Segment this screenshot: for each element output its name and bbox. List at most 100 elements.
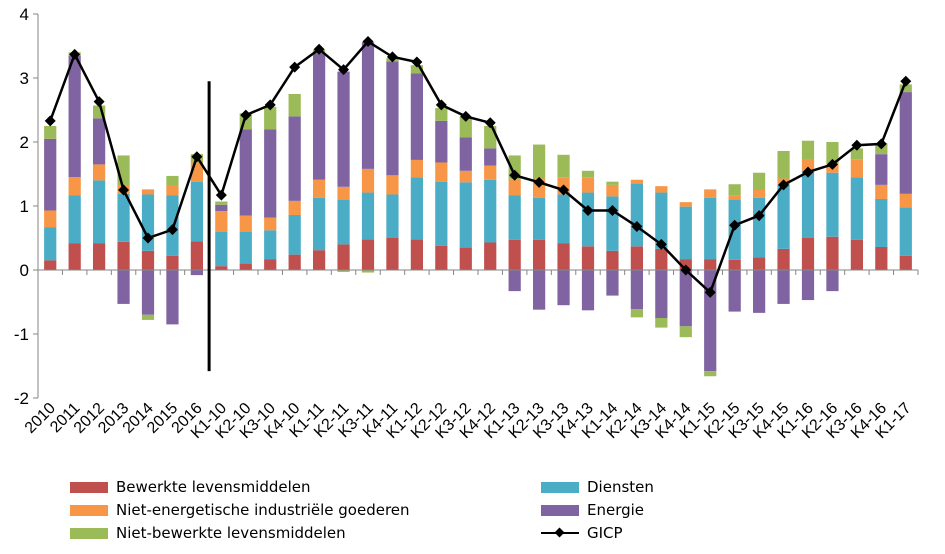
gicp-marker [778, 179, 790, 191]
bar-segment [875, 154, 888, 185]
bar-segment [93, 164, 106, 181]
gicp-marker [313, 43, 325, 55]
bar-segment [386, 238, 399, 270]
y-tick-label: -2 [14, 389, 29, 408]
gicp-marker [215, 189, 227, 201]
bar-segment [777, 270, 790, 304]
gicp-marker [851, 139, 863, 151]
bar-segment [337, 270, 350, 272]
bar-segment [484, 165, 497, 180]
gicp-marker [582, 204, 594, 216]
bar-segment [630, 309, 643, 318]
bar-segment [508, 179, 521, 196]
bar-segment [728, 184, 741, 196]
bar-segment [361, 192, 375, 240]
bar-segment [264, 106, 277, 130]
chart: -2-1012342010201120122013201420152016K1-… [14, 5, 919, 442]
gicp-marker [900, 75, 912, 87]
bar-segment [68, 55, 81, 178]
bar-segment [850, 177, 863, 240]
gicp-marker [631, 220, 643, 232]
bar-segment [801, 159, 815, 171]
bar-segment [630, 179, 643, 184]
legend-label: Niet-energetische industriële goederen [116, 501, 410, 519]
bar-segment [141, 314, 155, 320]
bar-segment [630, 246, 643, 270]
legend-item-niet-energetische: Niet-energetische industriële goederen [70, 501, 410, 519]
gicp-marker [69, 48, 81, 60]
gicp-marker [142, 232, 154, 244]
bar-segment [679, 202, 692, 207]
gicp-marker [655, 238, 667, 250]
bar-segment [337, 199, 350, 245]
bar-segment [826, 270, 839, 292]
legend-swatch [70, 527, 108, 539]
bar-segment [264, 230, 277, 260]
bar-segment [117, 193, 130, 242]
legend-item-niet-bewerkte: Niet-bewerkte levensmiddelen [70, 524, 346, 542]
bar-segment [44, 260, 57, 270]
bar-segment [239, 215, 252, 232]
bar-segment [166, 175, 179, 186]
bar-segment [728, 270, 741, 312]
y-tick-label: 2 [20, 133, 29, 152]
bar-segment [459, 247, 472, 270]
bar-segment [166, 255, 179, 270]
bar-segment [239, 263, 252, 270]
bar-segment [68, 177, 81, 196]
legend-item-energie: Energie [541, 501, 644, 519]
legend-item-bewerkte: Bewerkte levensmiddelen [70, 478, 311, 496]
y-tick-label: 3 [20, 69, 29, 88]
bar-segment [508, 270, 521, 292]
gicp-marker [826, 158, 838, 170]
y-tick-label: 4 [20, 5, 29, 24]
gicp-marker [875, 138, 887, 150]
legend-label: Diensten [587, 478, 654, 496]
bar-segment [361, 239, 375, 270]
bar-segment [435, 162, 448, 182]
bar-segment [288, 116, 301, 201]
bar-segment [850, 148, 863, 160]
legend-label: Bewerkte levensmiddelen [116, 478, 311, 496]
bar-segment [288, 254, 301, 270]
bar-segment [264, 129, 277, 218]
bar-segment [679, 326, 692, 338]
gicp-marker [166, 224, 178, 236]
legend-label: GICP [587, 524, 623, 542]
bar-segment [239, 129, 252, 216]
legend-swatch [541, 504, 579, 516]
bar-segment [655, 318, 668, 328]
bar-segment [215, 211, 228, 232]
bar-segment [93, 243, 106, 270]
bar-segment [630, 183, 643, 247]
bar-segment [557, 270, 570, 306]
bar-segment [899, 207, 912, 256]
bar-segment [704, 371, 717, 377]
bar-segment [679, 206, 692, 260]
bar-segment [801, 140, 815, 160]
legend-swatch [70, 481, 108, 493]
bar-segment [557, 243, 570, 270]
bar-segment [753, 197, 766, 258]
gicp-marker [362, 36, 374, 48]
bar-segment [655, 186, 668, 193]
bar-segment [899, 193, 912, 208]
bar-segment [141, 270, 155, 315]
bar-segment [899, 84, 912, 93]
bar-segment [826, 172, 839, 237]
y-tick-label: -1 [14, 325, 29, 344]
bar-segment [313, 197, 326, 251]
gicp-marker [264, 99, 276, 111]
bar-segment [410, 239, 423, 270]
bar-segment [704, 197, 717, 260]
bar-segment [215, 266, 228, 270]
bar-segment [533, 270, 546, 310]
bar-segment [484, 148, 497, 166]
gicp-marker [44, 115, 56, 127]
bar-segment [899, 92, 912, 194]
bar-segment [435, 120, 448, 163]
bar-segment [606, 181, 619, 185]
legend-swatch [541, 481, 579, 493]
legend-label: Energie [587, 501, 645, 519]
bar-segment [728, 259, 741, 270]
